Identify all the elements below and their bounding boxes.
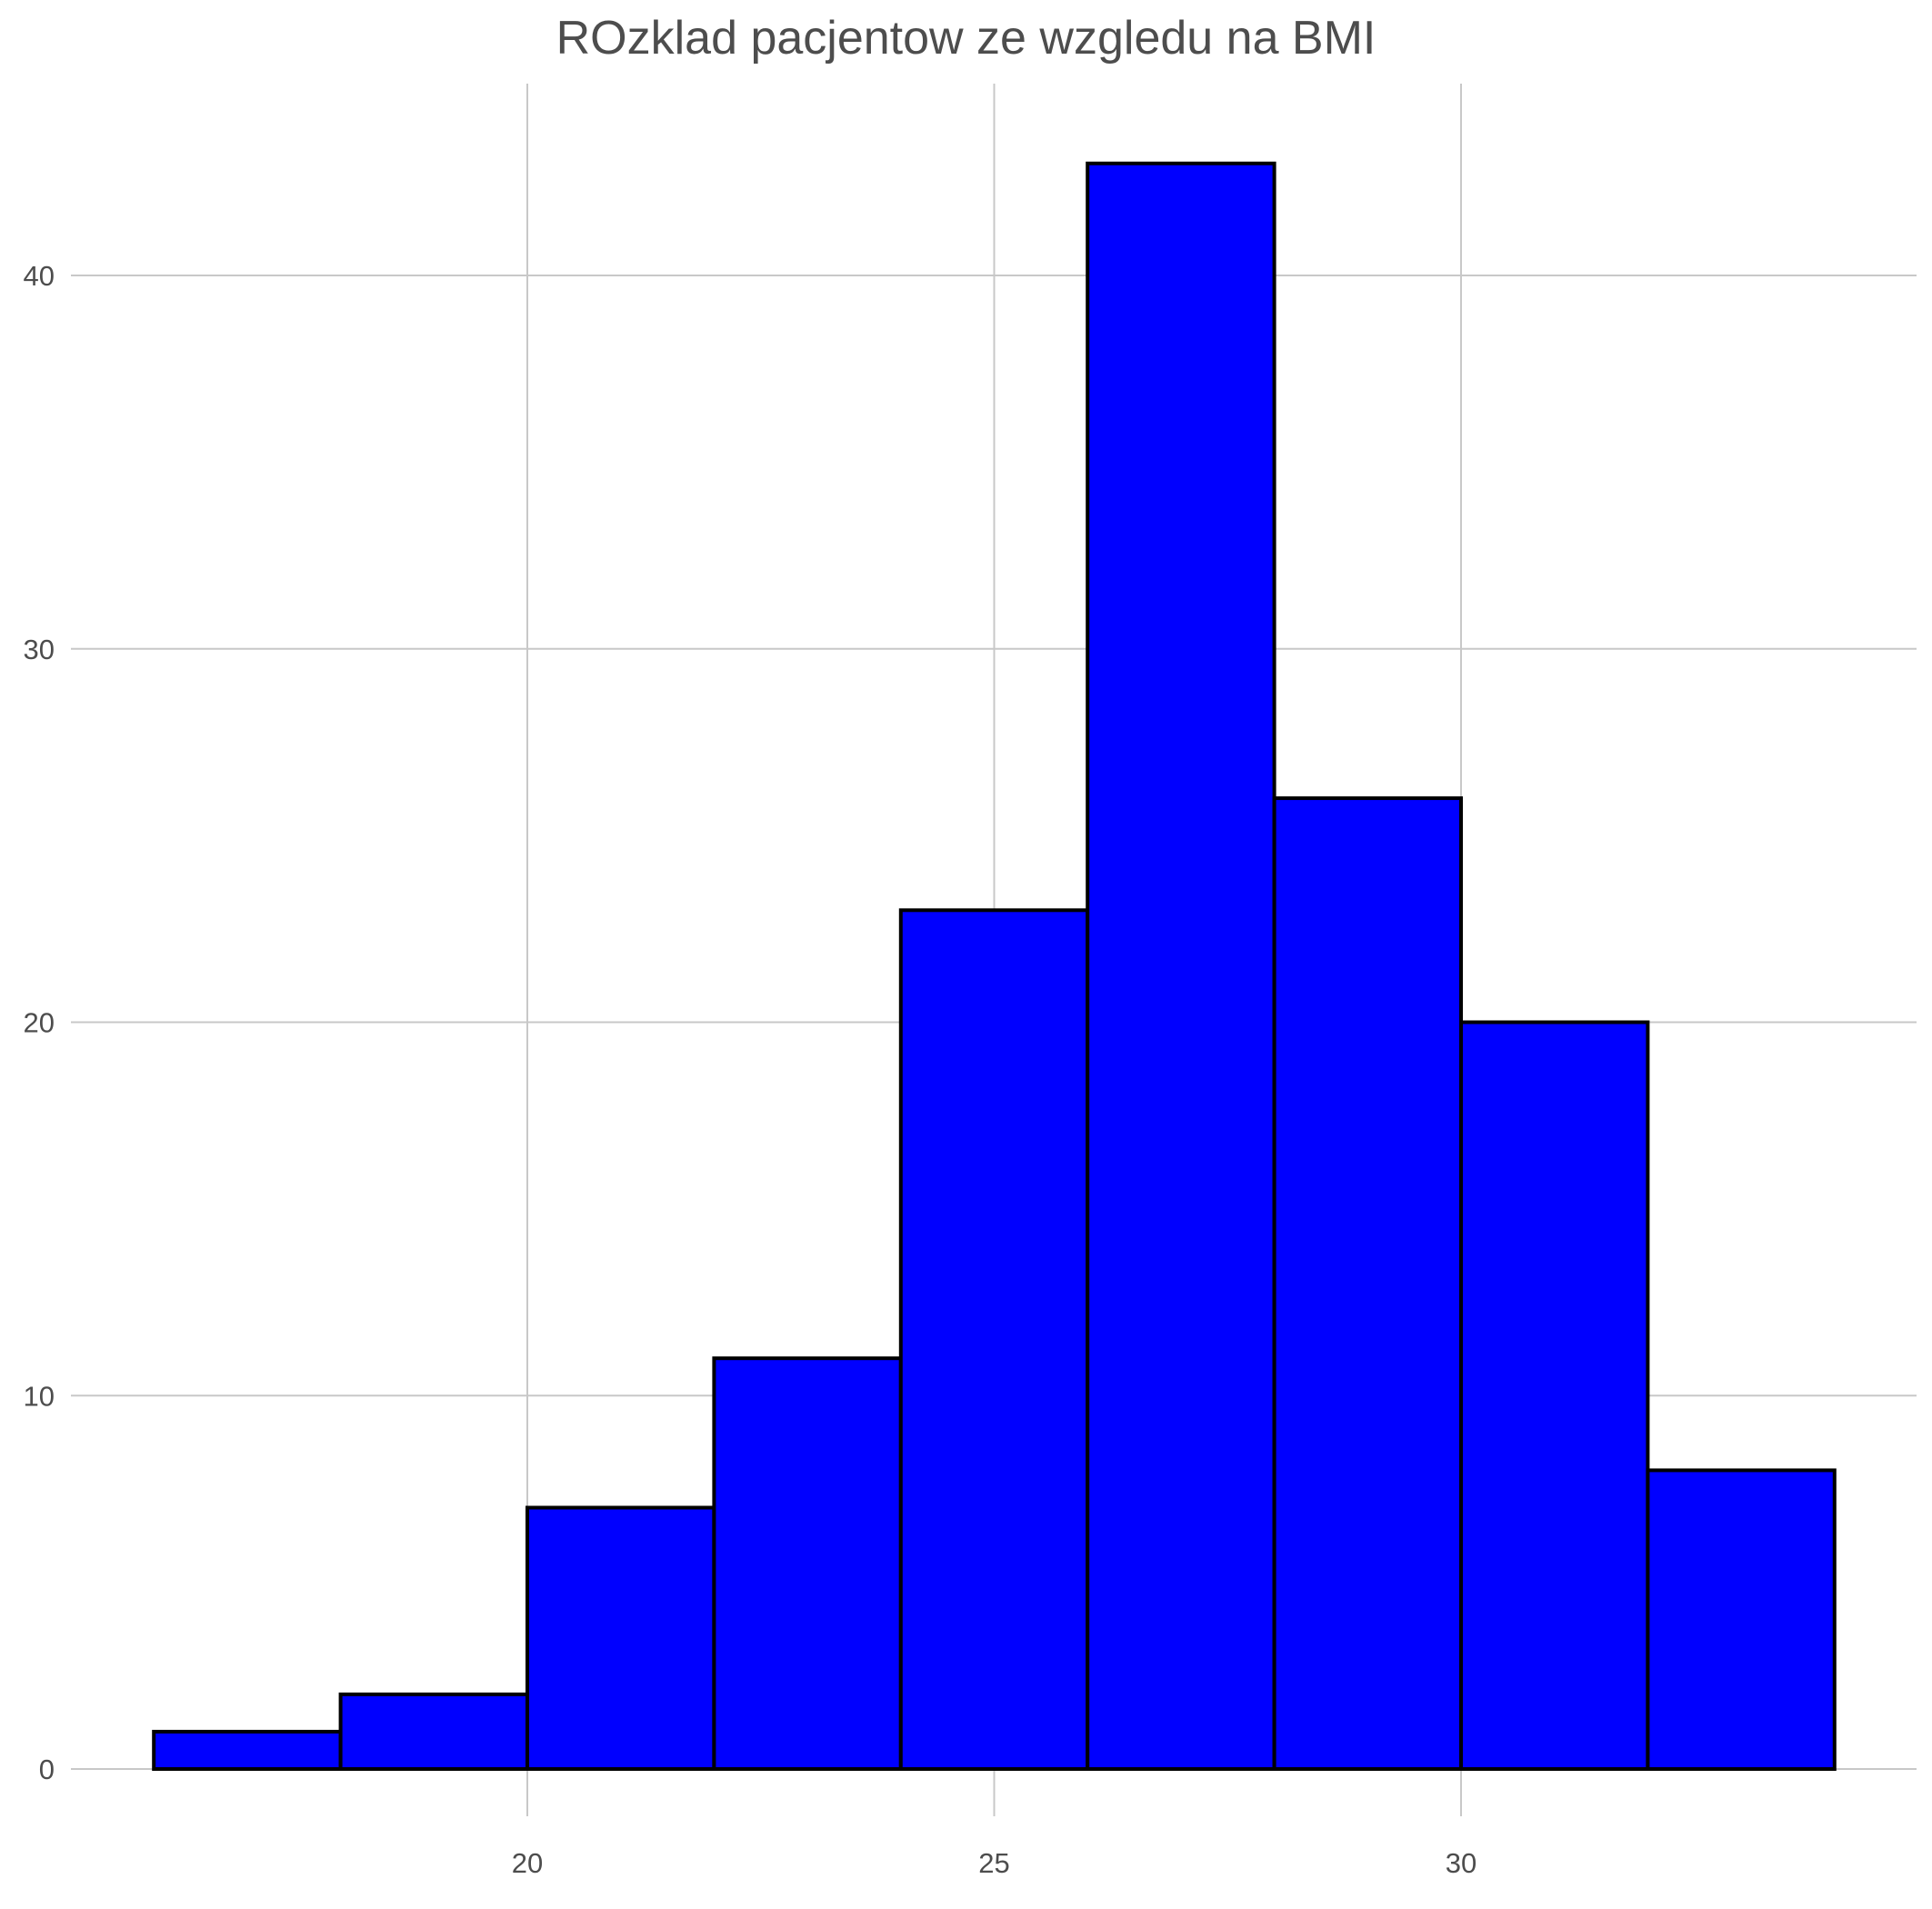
x-tick-label: 20 [512, 1847, 543, 1879]
histogram-bar [338, 1692, 529, 1771]
bars-layer [152, 161, 1837, 1772]
histogram-bar [712, 1356, 903, 1772]
ticks-layer: 0 10 20 30 40 20 25 30 [24, 260, 1477, 1879]
histogram-bar [1459, 1020, 1650, 1771]
histogram-bar [152, 1729, 343, 1772]
histogram-bar [1646, 1468, 1837, 1772]
y-tick-label: 20 [24, 1007, 55, 1039]
y-tick-label: 40 [24, 260, 55, 292]
y-tick-label: 30 [24, 634, 55, 665]
histogram-bar [526, 1505, 716, 1771]
x-tick-label: 30 [1446, 1847, 1477, 1879]
y-tick-label: 0 [39, 1754, 55, 1785]
x-tick-label: 25 [978, 1847, 1009, 1879]
histogram-bar [898, 908, 1090, 1771]
y-tick-label: 10 [24, 1380, 55, 1412]
chart-title: ROzklad pacjentow ze wzgledu na BMI [556, 12, 1376, 65]
histogram-bar [1086, 161, 1276, 1771]
histogram-bar [1272, 796, 1463, 1771]
